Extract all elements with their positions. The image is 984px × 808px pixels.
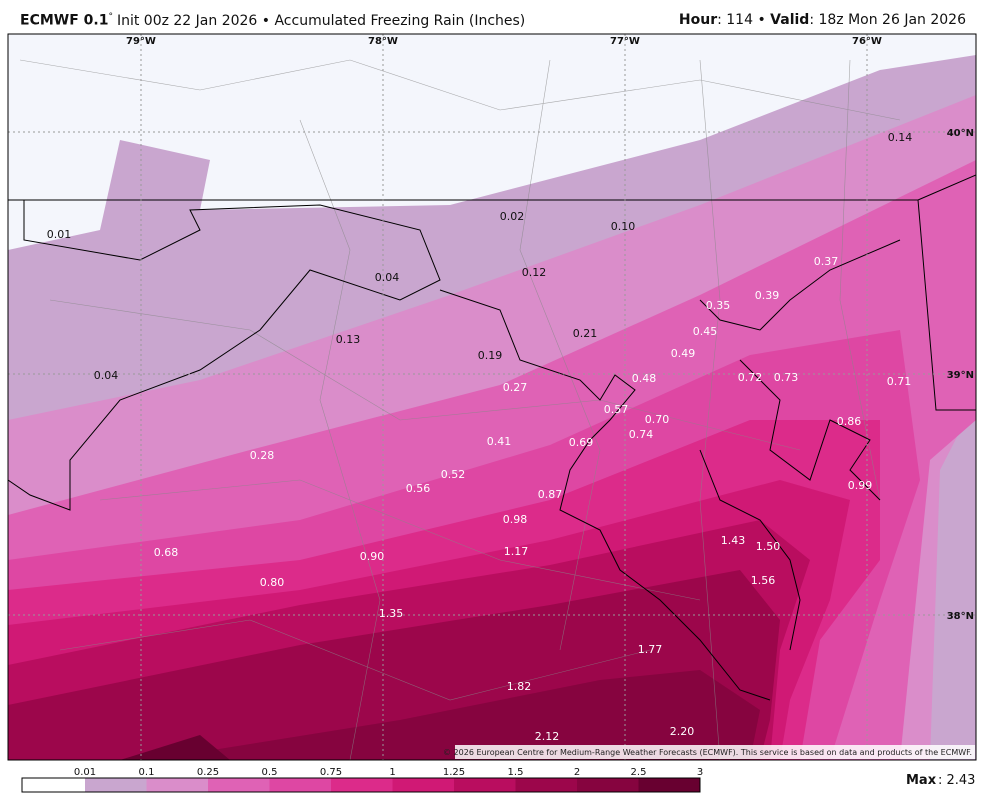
value-label: 0.73 (774, 371, 799, 384)
map-fill (8, 34, 976, 760)
colorbar-tick-label: 1.25 (443, 767, 465, 778)
labels: 79°W 78°W 77°W 76°W 40°N 39°N 38°N 0.14 0.02 0.10… (47, 36, 974, 743)
latitude-label: 39°N (947, 370, 974, 381)
value-label: 0.99 (848, 479, 873, 492)
longitude-label: 79°W (126, 36, 156, 47)
value-label: 0.80 (260, 576, 285, 589)
value-label: 0.21 (573, 327, 598, 340)
value-label: 0.57 (604, 403, 629, 416)
value-label: 0.41 (487, 435, 512, 448)
value-label: 0.98 (503, 513, 528, 526)
model: ECMWF 0.1 (20, 12, 109, 29)
hour-value: : 114 • (717, 12, 766, 28)
degree: ° (108, 12, 113, 22)
value-label: 1.56 (751, 574, 776, 587)
value-label: 0.01 (47, 228, 72, 241)
value-label: 0.69 (569, 436, 594, 449)
value-label: 0.74 (629, 428, 654, 441)
value-label: 0.19 (478, 349, 503, 362)
value-label: 1.35 (379, 607, 404, 620)
value-label: 1.50 (756, 540, 781, 553)
value-label: 0.48 (632, 372, 657, 385)
value-label: 0.12 (522, 266, 547, 279)
value-label: 0.04 (94, 369, 119, 382)
colorbar-swatch (146, 778, 208, 792)
value-label: 0.39 (755, 289, 780, 302)
colorbar-tick-label: 0.01 (74, 767, 96, 778)
colorbar-tick-label: 2.5 (631, 767, 647, 778)
value-label: 0.10 (611, 220, 636, 233)
value-label: 2.20 (670, 725, 695, 738)
value-label: 0.37 (814, 255, 839, 268)
colorbar-tick-label: 0.75 (320, 767, 342, 778)
latitude-label: 38°N (947, 611, 974, 622)
longitude-label: 78°W (368, 36, 398, 47)
band (150, 670, 760, 760)
value-label: 0.90 (360, 550, 385, 563)
colorbar-frame (21, 777, 701, 793)
value-label: 0.72 (738, 371, 763, 384)
band (120, 735, 230, 760)
value-label: 0.04 (375, 271, 400, 284)
value-label: 0.35 (706, 299, 731, 312)
colorbar-tick-label: 1 (389, 767, 395, 778)
value-label: 0.13 (336, 333, 361, 346)
header-right: Hour: 114 • Valid: 18z Mon 26 Jan 2026 (679, 12, 966, 28)
value-label: 0.71 (887, 375, 912, 388)
colorbar-swatch (638, 778, 700, 792)
header: ECMWF 0.1° Init 00z 22 Jan 2026 • Accumul… (0, 0, 984, 34)
map-frame (7, 33, 977, 761)
copyright-bg (455, 745, 975, 759)
colorbar-swatch (85, 778, 147, 792)
value-label: 0.49 (671, 347, 696, 360)
colorbar-swatch (454, 778, 516, 792)
copyright: © 2026 European Centre for Medium-Range … (443, 748, 972, 757)
header-left: ECMWF 0.1° Init 00z 22 Jan 2026 • Accumul… (20, 12, 525, 29)
state-borders (8, 174, 976, 701)
colorbar-swatch (208, 778, 270, 792)
colorbar-swatch (515, 778, 577, 792)
value-label: 0.68 (154, 546, 179, 559)
latitude-label: 40°N (947, 128, 974, 139)
colorbar-tick-label: 2 (574, 767, 580, 778)
colorbar: 0.01 0.1 0.25 0.5 0.75 1 1.25 1.5 2 2.5 3 (21, 767, 703, 793)
max-value: : 2.43 (938, 773, 975, 788)
value-label: 0.28 (250, 449, 275, 462)
valid-label: Valid (770, 12, 810, 28)
colorbar-tick-label: 0.5 (262, 767, 278, 778)
value-label: 2.12 (535, 730, 560, 743)
longitude-label: 77°W (610, 36, 640, 47)
value-label: 1.82 (507, 680, 532, 693)
value-label: 0.52 (441, 468, 466, 481)
colorbar-swatch (392, 778, 454, 792)
value-label: 0.45 (693, 325, 718, 338)
title: Init 00z 22 Jan 2026 • Accumulated Freez… (116, 12, 526, 29)
value-label: 0.87 (538, 488, 563, 501)
valid-value: : 18z Mon 26 Jan 2026 (809, 12, 966, 28)
value-label: 0.56 (406, 482, 431, 495)
value-label: 0.14 (888, 131, 913, 144)
colorbar-tick-label: 3 (697, 767, 703, 778)
value-label: 1.43 (721, 534, 746, 547)
value-label: 1.77 (638, 643, 663, 656)
colorbar-tick-label: 1.5 (508, 767, 524, 778)
value-label: 1.17 (504, 545, 529, 558)
county-lines (19, 59, 901, 760)
value-label: 0.70 (645, 413, 670, 426)
longitude-label: 76°W (852, 36, 882, 47)
hour-label: Hour (678, 12, 718, 28)
max-label: Max (906, 773, 937, 788)
value-label: 0.27 (503, 381, 528, 394)
colorbar-swatch (331, 778, 393, 792)
value-label: 0.02 (500, 210, 525, 223)
colorbar-swatch (577, 778, 639, 792)
colorbar-tick-label: 0.25 (197, 767, 219, 778)
colorbar-tick-label: 0.1 (139, 767, 155, 778)
value-label: 0.86 (837, 415, 862, 428)
colorbar-swatch (22, 778, 85, 792)
colorbar-swatch (269, 778, 331, 792)
